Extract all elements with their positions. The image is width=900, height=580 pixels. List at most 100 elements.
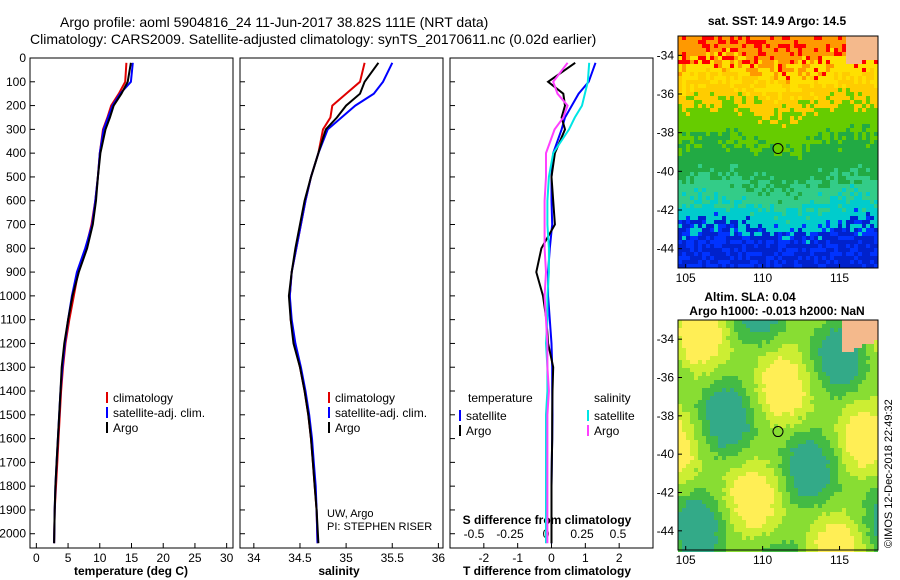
map-cell — [702, 440, 706, 444]
map-cell — [774, 116, 778, 120]
map-cell — [750, 120, 754, 124]
map-cell — [782, 92, 786, 96]
map-cell — [818, 400, 822, 404]
map-cell — [810, 228, 814, 232]
map-cell — [826, 332, 830, 336]
map-cell — [686, 432, 690, 436]
map-cell — [734, 252, 738, 256]
map-cell — [702, 380, 706, 384]
map-cell — [798, 244, 802, 248]
map-cell — [682, 248, 686, 252]
map-cell — [818, 76, 822, 80]
map-cell — [798, 192, 802, 196]
map-cell — [726, 464, 730, 468]
map-cell — [834, 340, 838, 344]
map-cell — [870, 200, 874, 204]
map-cell — [862, 468, 866, 472]
map-cell — [698, 260, 702, 264]
map-cell — [754, 104, 758, 108]
map-cell — [778, 344, 782, 348]
map-cell — [778, 188, 782, 192]
map-cell — [742, 148, 746, 152]
map-cell — [802, 68, 806, 72]
map-cell — [718, 244, 722, 248]
map-cell — [782, 412, 786, 416]
map-cell — [730, 424, 734, 428]
map-cell — [862, 440, 866, 444]
map-cell — [710, 396, 714, 400]
map-cell — [770, 228, 774, 232]
map-cell — [766, 440, 770, 444]
map-cell — [750, 200, 754, 204]
map-cell — [870, 68, 874, 72]
map-cell — [838, 108, 842, 112]
map-cell — [834, 392, 838, 396]
map-cell — [714, 464, 718, 468]
map-cell — [682, 48, 686, 52]
series-line-argo — [53, 62, 132, 544]
map-cell — [814, 392, 818, 396]
map-cell — [706, 396, 710, 400]
map-cell — [726, 144, 730, 148]
map-cell — [786, 244, 790, 248]
map-cell — [778, 328, 782, 332]
map-cell — [778, 424, 782, 428]
map-cell — [854, 88, 858, 92]
map-cell — [766, 196, 770, 200]
map-cell — [722, 196, 726, 200]
map-cell — [798, 428, 802, 432]
map-cell — [766, 392, 770, 396]
map-cell — [830, 328, 834, 332]
map-cell — [766, 120, 770, 124]
map-cell — [782, 336, 786, 340]
map-cell — [822, 96, 826, 100]
map-cell — [714, 220, 718, 224]
map-cell — [702, 260, 706, 264]
map-cell — [794, 248, 798, 252]
map-cell — [778, 156, 782, 160]
map-cell — [798, 388, 802, 392]
map-cell — [742, 440, 746, 444]
map-cell — [830, 80, 834, 84]
map-cell — [846, 112, 850, 116]
map-cell — [770, 52, 774, 56]
map-cell — [758, 216, 762, 220]
map-cell — [698, 68, 702, 72]
map-cell — [750, 420, 754, 424]
map-cell — [690, 428, 694, 432]
map-cell — [698, 152, 702, 156]
map-cell — [698, 344, 702, 348]
map-cell — [794, 168, 798, 172]
map-cell — [778, 376, 782, 380]
map-cell — [706, 448, 710, 452]
map-cell — [714, 260, 718, 264]
map-cell — [710, 444, 714, 448]
map-cell — [766, 336, 770, 340]
map-cell — [762, 320, 766, 324]
map-cell — [794, 160, 798, 164]
map-cell — [758, 380, 762, 384]
map-cell — [710, 264, 714, 268]
map-cell — [778, 176, 782, 180]
map-cell — [862, 372, 866, 376]
map-cell — [722, 372, 726, 376]
map-cell — [830, 244, 834, 248]
map-cell — [726, 196, 730, 200]
map-cell — [746, 432, 750, 436]
map-cell — [842, 248, 846, 252]
map-cell — [678, 324, 682, 328]
map-cell — [750, 376, 754, 380]
map-cell — [702, 112, 706, 116]
map-cell — [782, 220, 786, 224]
map-cell — [790, 64, 794, 68]
map-cell — [762, 336, 766, 340]
map-cell — [818, 388, 822, 392]
map-cell — [762, 368, 766, 372]
map-cell — [762, 384, 766, 388]
map-cell — [794, 432, 798, 436]
map-cell — [810, 464, 814, 468]
map-cell — [758, 324, 762, 328]
map-cell — [842, 44, 846, 48]
map-cell — [754, 368, 758, 372]
map-cell — [750, 444, 754, 448]
